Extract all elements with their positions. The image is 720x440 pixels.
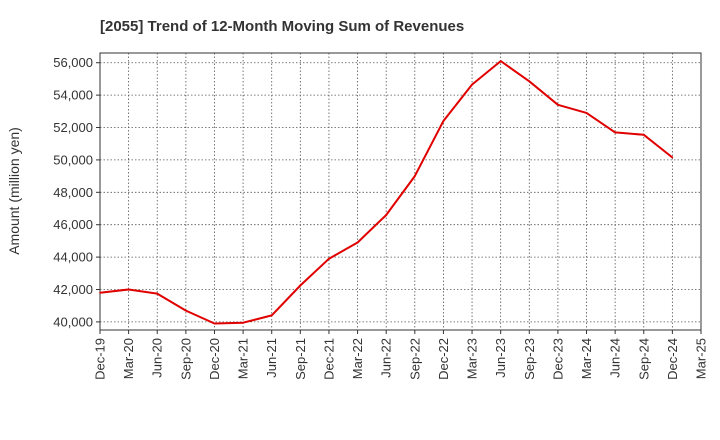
y-tick-label: 42,000 [53, 282, 93, 297]
x-tick-label: Dec-24 [665, 338, 680, 380]
x-tick-label: Sep-24 [636, 338, 651, 380]
data-point [185, 309, 187, 312]
y-tick-labels: 40,000 42,000 44,000 46,000 48,000 50,000 52,0… [53, 55, 100, 329]
data-point [414, 175, 416, 177]
data-point [213, 322, 216, 325]
y-tick-label: 46,000 [53, 217, 93, 232]
data-point [671, 156, 674, 159]
x-tick-label: Dec-19 [93, 338, 108, 380]
data-point [643, 134, 645, 136]
data-point [99, 291, 101, 294]
data-point [585, 112, 588, 114]
data-point [385, 214, 388, 216]
gridlines [99, 53, 702, 330]
x-tick-label: Sep-22 [407, 338, 422, 380]
data-point [127, 288, 130, 291]
data-point [499, 60, 502, 62]
y-tick-label: 56,000 [53, 55, 93, 70]
x-tick-label: Dec-20 [207, 338, 222, 380]
x-tick-label: Mar-20 [121, 338, 136, 379]
chart-title: [2055] Trend of 12-Month Moving Sum of R… [100, 18, 464, 35]
data-point [270, 314, 273, 317]
x-tick-label: Sep-21 [293, 338, 308, 380]
x-tick-label: Mar-25 [694, 338, 709, 379]
x-tick-label: Dec-23 [550, 338, 565, 380]
data-point [299, 284, 302, 287]
data-point [356, 241, 359, 244]
y-tick-label: 50,000 [53, 152, 93, 167]
x-tick-label: Mar-24 [579, 338, 594, 379]
data-point [614, 131, 616, 134]
x-tick-label: Mar-23 [465, 338, 480, 379]
x-tick-label: Sep-20 [178, 338, 193, 380]
data-point [528, 80, 531, 83]
x-tick-label: Jun-23 [493, 338, 508, 378]
series-layer [99, 60, 674, 325]
data-point [557, 104, 559, 106]
y-tick-label: 54,000 [53, 88, 93, 103]
x-tick-label: Jun-22 [379, 338, 394, 378]
data-point [242, 321, 244, 324]
x-tick-label: Mar-22 [350, 338, 365, 379]
x-tick-label: Dec-22 [436, 338, 451, 380]
x-tick-label: Jun-21 [264, 338, 279, 378]
y-tick-label: 48,000 [53, 185, 93, 200]
x-tick-label: Jun-20 [150, 338, 165, 378]
plot-frame [99, 52, 702, 331]
x-tick-label: Mar-21 [236, 338, 251, 379]
data-point [328, 257, 330, 260]
data-point [156, 292, 158, 295]
data-point [442, 120, 445, 122]
y-tick-label: 40,000 [53, 314, 93, 329]
x-tick-label: Dec-21 [321, 338, 336, 380]
data-point [471, 83, 473, 86]
y-tick-label: 52,000 [53, 120, 93, 135]
y-tick-label: 44,000 [53, 250, 93, 265]
x-tick-labels: Dec-19 Mar-20 Jun-20 Sep-20 Dec-20 Mar-21 Jun-… [93, 330, 709, 380]
y-axis-label: Amount (million yen) [6, 127, 22, 255]
x-tick-label: Sep-23 [522, 338, 537, 380]
x-tick-label: Jun-24 [608, 338, 623, 378]
